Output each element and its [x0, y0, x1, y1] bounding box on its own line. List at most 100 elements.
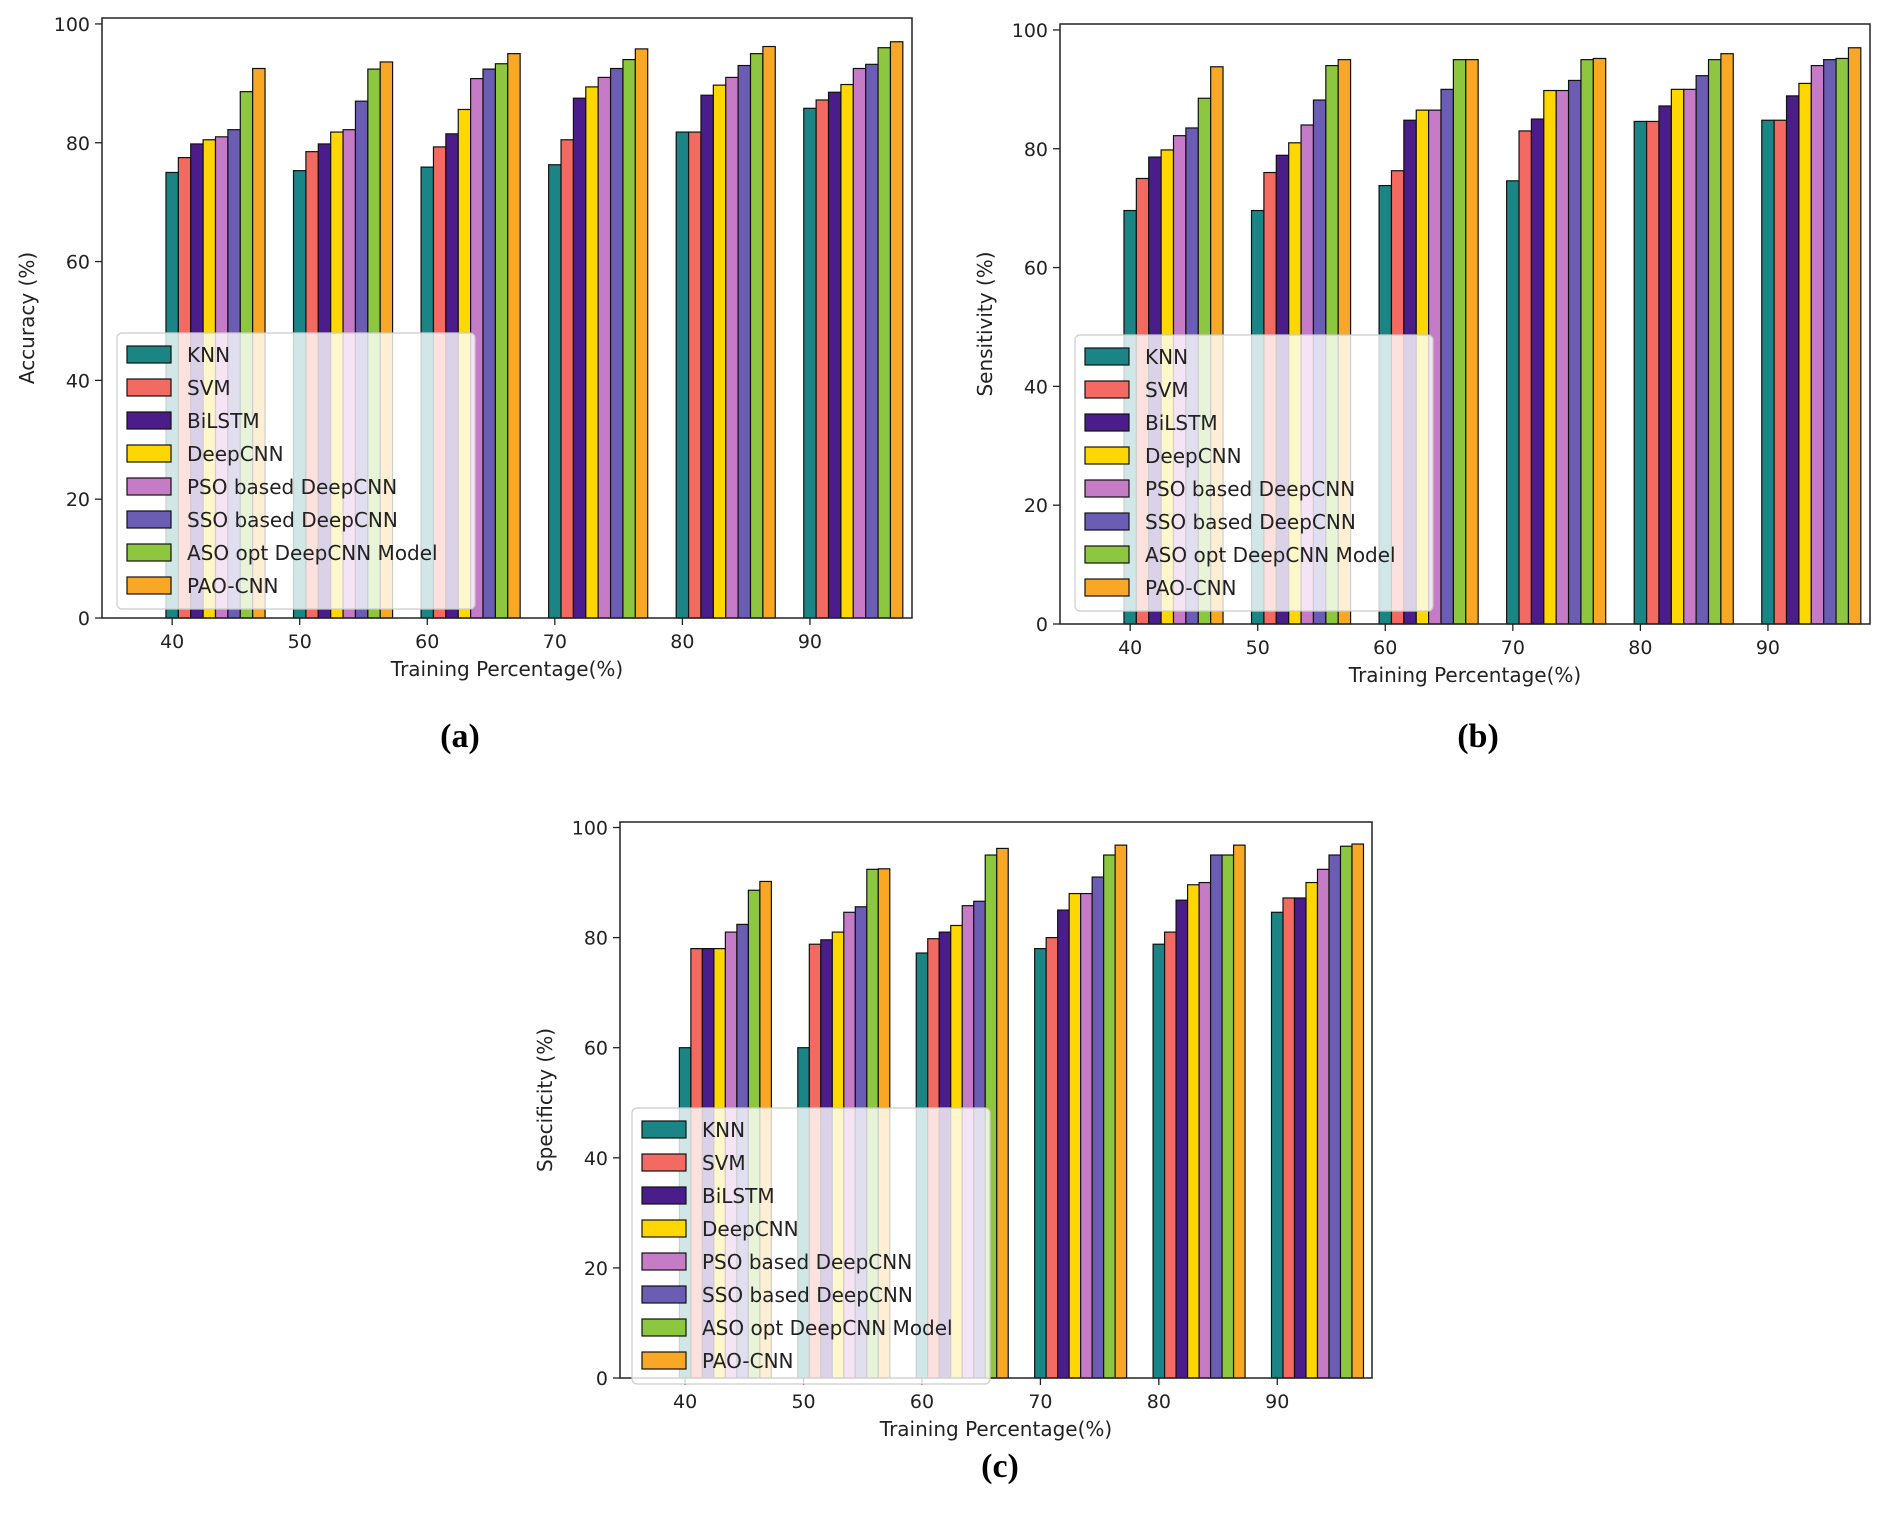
legend-label: KNN: [702, 1118, 745, 1142]
x-tick-label: 40: [160, 631, 184, 653]
bar-deepcnn-80: [1670, 88, 1685, 625]
bar-pao-cnn-90: [889, 41, 904, 619]
bar-deepcnn-90: [1798, 82, 1812, 625]
caption-c: (c): [981, 1448, 1019, 1485]
legend-swatch: [126, 411, 172, 430]
legend-label: ASO opt DeepCNN Model: [702, 1316, 953, 1340]
legend-swatch: [1084, 479, 1130, 498]
legend: KNN SVM BiLSTM DeepCNN PSO based DeepCNN SSO …: [631, 1107, 991, 1385]
legend-swatch: [1084, 380, 1130, 399]
bar-sso-based-deepcnn-90: [1328, 854, 1342, 1379]
bar-pao-cnn-80: [1720, 53, 1734, 625]
bar-deepcnn-80: [712, 84, 727, 619]
bar-bilstm-90: [1785, 95, 1800, 625]
bar-sso-based-deepcnn-70: [609, 67, 624, 619]
y-tick-label: 80: [1024, 139, 1048, 161]
y-tick-label: 20: [584, 1258, 608, 1280]
bar-deepcnn-70: [1543, 89, 1557, 625]
bar-pso-based-deepcnn-80: [1683, 88, 1697, 625]
accuracy-chart: 0 20 40 60 80 100 40 50 60 70 80 90 Training Percent…: [15, 14, 913, 681]
bar-sso-based-deepcnn-80: [1209, 854, 1223, 1379]
bar-pao-cnn-70: [634, 48, 649, 619]
bar-aso-opt-deepcnn-model-90: [1835, 57, 1850, 625]
legend-label: SSO based DeepCNN: [1145, 510, 1356, 534]
x-axis-label: Training Percentage(%): [1348, 663, 1581, 687]
axes-frame: [619, 821, 1373, 1379]
legend-swatch: [126, 444, 172, 463]
accuracy-chart-panel: 0 20 40 60 80 100 40 50 60 70 80 90 Training Percent…: [0, 0, 940, 755]
y-tick-label: 0: [78, 608, 90, 630]
bar-aso-opt-deepcnn-model-70: [622, 58, 636, 619]
bar-pso-based-deepcnn-90: [1810, 64, 1825, 625]
x-tick-label: 90: [798, 631, 822, 653]
legend: KNN SVM BiLSTM DeepCNN PSO based DeepCNN SSO …: [116, 332, 476, 610]
y-tick-label: 40: [584, 1148, 608, 1170]
bar-pao-cnn-60: [1465, 59, 1479, 625]
y-axis-label: Sensitivity (%): [973, 251, 997, 396]
y-tick-label: 60: [66, 252, 90, 274]
legend-label: PAO-CNN: [702, 1349, 794, 1373]
legend-label: KNN: [187, 343, 230, 367]
bar-aso-opt-deepcnn-model-90: [1339, 845, 1353, 1379]
x-tick-label: 90: [1265, 1391, 1289, 1413]
bar-deepcnn-80: [1186, 884, 1200, 1379]
legend-swatch: [641, 1120, 687, 1139]
legend-label: BiLSTM: [187, 409, 260, 433]
legend-swatch: [641, 1153, 687, 1172]
bar-sso-based-deepcnn-90: [1823, 59, 1837, 625]
bar-pso-based-deepcnn-80: [1198, 881, 1212, 1379]
bar-sso-based-deepcnn-80: [737, 64, 752, 619]
x-tick-label: 80: [1628, 637, 1652, 659]
legend-box: [116, 332, 476, 610]
x-tick-label: 90: [1756, 637, 1780, 659]
legend-swatch: [1084, 512, 1130, 531]
bar-sso-based-deepcnn-80: [1695, 75, 1710, 625]
bar-deepcnn-70: [585, 86, 599, 619]
y-tick-label: 60: [1024, 258, 1048, 280]
bar-pao-cnn-70: [1114, 844, 1128, 1379]
y-tick-label: 0: [596, 1368, 608, 1390]
y-tick-label: 40: [66, 370, 90, 392]
legend-swatch: [641, 1285, 687, 1304]
bar-aso-opt-deepcnn-model-60: [494, 63, 509, 619]
bar-deepcnn-90: [1305, 881, 1319, 1379]
x-tick-label: 60: [910, 1391, 934, 1413]
bar-svm-80: [1645, 120, 1660, 625]
x-tick-label: 80: [670, 631, 694, 653]
bar-deepcnn-90: [840, 83, 854, 619]
bar-aso-opt-deepcnn-model-70: [1103, 854, 1116, 1379]
legend-label: SVM: [187, 376, 231, 400]
legend-swatch: [126, 378, 172, 397]
x-tick-label: 70: [1501, 637, 1525, 659]
x-tick-label: 80: [1147, 1391, 1171, 1413]
bar-knn-80: [1633, 120, 1648, 625]
y-tick-label: 40: [1024, 376, 1048, 398]
bar-knn-70: [1034, 948, 1047, 1379]
legend-swatch: [126, 477, 172, 496]
y-tick-label: 0: [1036, 614, 1048, 636]
y-tick-label: 20: [66, 489, 90, 511]
bar-aso-opt-deepcnn-model-60: [1452, 59, 1467, 625]
legend-label: SVM: [1145, 378, 1189, 402]
bar-pao-cnn-90: [1847, 47, 1862, 625]
bar-svm-90: [1773, 119, 1788, 625]
bar-sso-based-deepcnn-60: [482, 68, 496, 619]
bar-pso-based-deepcnn-70: [1080, 892, 1093, 1379]
legend-label: DeepCNN: [702, 1217, 799, 1241]
legend-label: SSO based DeepCNN: [702, 1283, 913, 1307]
caption-b: (b): [1457, 718, 1499, 755]
legend-swatch: [641, 1318, 687, 1337]
x-tick-label: 70: [543, 631, 567, 653]
bar-knn-70: [1506, 180, 1520, 625]
specificity-chart-panel: 0 20 40 60 80 100 40 50 60 70 80 90 Training Percent…: [520, 790, 1440, 1514]
bar-bilstm-70: [572, 97, 587, 619]
bar-svm-70: [560, 139, 575, 619]
y-tick-label: 60: [584, 1038, 608, 1060]
bar-aso-opt-deepcnn-model-90: [877, 47, 892, 619]
legend-label: ASO opt DeepCNN Model: [1145, 543, 1396, 567]
legend-box: [631, 1107, 991, 1385]
y-tick-label: 100: [572, 818, 608, 840]
legend-label: BiLSTM: [702, 1184, 775, 1208]
sensitivity-chart: 0 20 40 60 80 100 40 50 60 70 80 90 Training Percent…: [973, 20, 1871, 687]
bar-bilstm-80: [1658, 105, 1672, 625]
